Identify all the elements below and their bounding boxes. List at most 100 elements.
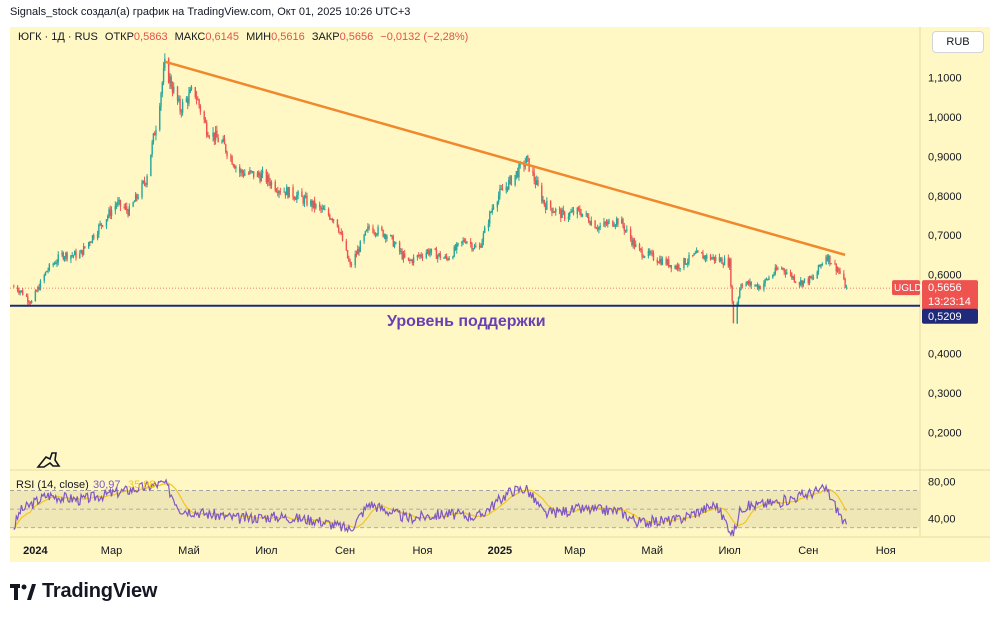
candle-body [331,218,334,221]
support-price-badge [922,308,978,324]
candle-body [723,258,726,266]
candle-body [678,264,680,269]
candle-body [71,255,73,257]
candle-body [47,270,49,272]
candle-body [775,267,778,270]
candle-body [153,133,156,136]
candle-body [496,201,499,208]
candle-body [127,210,129,216]
candle-body [801,280,803,286]
candle-body [688,255,690,263]
candle-body [774,267,777,274]
candle-body [152,133,155,143]
candle-body [13,286,15,288]
candle-body [478,245,481,248]
footer-brand[interactable]: TradingView [10,580,157,603]
rsi-tick-label: 80,00 [928,476,956,488]
candle-body [648,250,651,254]
candle-body [390,235,392,237]
candle-body [217,137,219,143]
candle-body [558,208,561,210]
candle-body [640,248,642,250]
candle-body [676,264,679,269]
candle-body [765,279,768,281]
candle-body [181,101,184,113]
candle-body [372,227,374,233]
candle-body [345,240,348,251]
candle-body [555,208,557,213]
candle-body [170,76,172,88]
price-chart[interactable]: 1,1000 1,0000 0,9000 0,8000 0,7000 0,6000 0,40… [10,27,990,562]
candle-body [198,99,200,106]
candle-body [836,269,839,272]
price-tick-label: 1,0000 [928,112,962,124]
candle-body [296,195,298,200]
candle-body [421,256,424,258]
candle-body [668,259,670,267]
candle-body [695,250,698,254]
candle-body [332,219,335,221]
candle-body [70,255,72,260]
candle-body [279,191,282,193]
candle-body [731,286,733,302]
close-label: ЗАКР [311,31,340,43]
candle-body [348,258,350,262]
candle-body [109,209,111,217]
candle-body [803,278,806,281]
candle-body [783,268,785,272]
candle-body [580,212,582,217]
candle-body [206,122,208,136]
candle-body [515,171,518,175]
candle-body [711,258,713,260]
candle-body [741,284,744,286]
candle-body [265,170,268,183]
candle-body [173,86,175,93]
candle-body [750,281,752,286]
candle-body [572,210,575,215]
candle-body [567,216,570,219]
chart-pane[interactable]: 1,1000 1,0000 0,9000 0,8000 0,7000 0,6000 0,40… [10,27,990,562]
candle-body [794,281,797,283]
candle-body [811,277,813,279]
candle-body [199,105,202,112]
candle-body [721,258,723,265]
candle-body [666,259,669,265]
candle-body [355,253,358,255]
candle-body [208,136,210,138]
candle-body [537,180,539,186]
candle-body [133,201,136,203]
currency-button[interactable]: RUB [932,31,984,53]
candle-body [171,87,174,93]
candle-body [755,284,757,286]
candle-body [789,272,792,274]
candle-body [656,260,658,263]
candle-body [105,219,108,227]
candle-body [728,259,731,267]
candle-body [491,208,493,212]
candle-body [117,201,119,205]
time-tick-label: 2024 [23,545,48,557]
candle-body [225,144,227,152]
candle-body [303,197,306,204]
candle-body [145,183,147,185]
candle-body [830,263,832,265]
change-value: −0,0132 (−2,28%) [380,31,469,43]
candle-body [283,191,285,193]
candle-body [693,253,695,256]
candle-body [410,259,412,261]
candle-body [462,240,464,242]
symbol-info[interactable]: ЮГК · 1Д · RUS [18,31,98,43]
candle-body [252,171,255,178]
dinosaur-icon[interactable] [36,452,61,468]
candle-body [543,200,546,206]
candle-body [93,235,95,239]
candle-body [349,261,351,265]
candle-body [35,290,38,292]
candle-body [641,249,643,257]
candle-body [84,246,86,248]
candle-body [487,223,490,228]
candle-body [499,188,501,196]
candle-body [799,280,802,285]
candle-body [714,257,717,261]
resistance-trendline[interactable] [164,60,846,257]
